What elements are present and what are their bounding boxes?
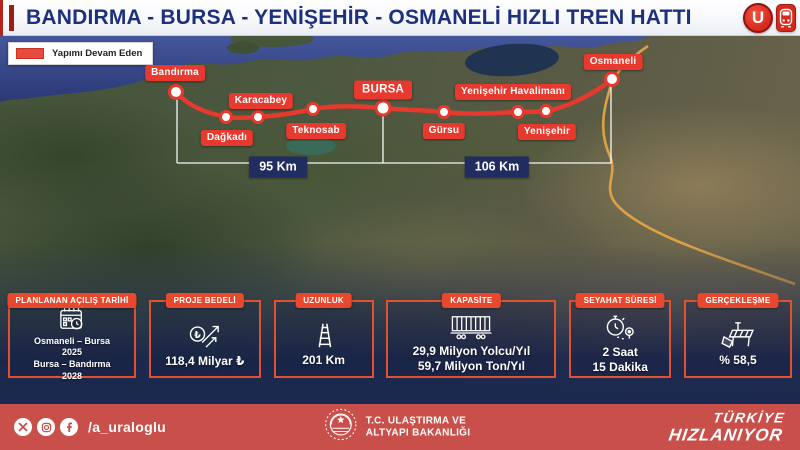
station-label-dagkadi: Dağkadı xyxy=(200,130,254,146)
card-title-badge: PLANLANAN AÇILIŞ TARİHİ xyxy=(7,293,137,308)
station-label-yenisehir-havalimani: Yenişehir Havalimanı xyxy=(454,84,572,100)
ministry-name: T.C. ULAŞTIRMA VE ALTYAPI BAKANLIĞI xyxy=(365,415,471,438)
train-badge-icon xyxy=(776,4,796,32)
card-title-badge: KAPASİTE xyxy=(442,293,501,308)
legend-label: Yapımı Devam Eden xyxy=(52,48,143,59)
card-title-badge: UZUNLUK xyxy=(295,293,352,308)
card-title-badge: GERÇEKLEŞME xyxy=(697,293,779,308)
card-project-cost: PROJE BEDELİ ₺ 118,4 Milyar ₺ xyxy=(148,293,261,378)
red-accent-bar xyxy=(9,5,14,31)
card-title-badge: SEYAHAT SÜRESİ xyxy=(575,293,665,308)
footer-bar: /a_uraloglu T.C. ULAŞTIRMA VE ALTYAPI BA… xyxy=(0,404,800,450)
minister-u-logo: U xyxy=(743,3,773,33)
station-label-karacabey: Karacabey xyxy=(228,93,294,109)
money-growth-icon: ₺ xyxy=(187,320,223,350)
info-cards-row: PLANLANAN AÇILIŞ TARİHİ Osmaneli – Bursa… xyxy=(7,293,792,381)
card-value: 29,9 Milyon Yolcu/Yıl 59,7 Milyon Ton/Yı… xyxy=(412,344,531,373)
card-value: 201 Km xyxy=(302,352,345,367)
card-value: Osmaneli – Bursa 2025 Bursa – Bandırma 2… xyxy=(33,335,111,381)
calendar-clock-icon xyxy=(56,306,88,332)
card-opening-date: PLANLANAN AÇILIŞ TARİHİ Osmaneli – Bursa… xyxy=(7,293,137,381)
station-label-osmaneli: Osmaneli xyxy=(583,54,643,70)
station-label-teknosab: Teknosab xyxy=(286,123,346,139)
card-completion: GERÇEKLEŞME % 58,5 xyxy=(683,293,792,378)
page-title: BANDIRMA - BURSA - YENİŞEHİR - OSMANELİ … xyxy=(26,5,692,29)
header-bar: BANDIRMA - BURSA - YENİŞEHİR - OSMANELİ … xyxy=(0,0,800,36)
card-value: 2 Saat 15 Dakika xyxy=(592,345,648,374)
card-value: % 58,5 xyxy=(719,352,757,367)
station-label-gursu: Gürsu xyxy=(422,123,466,139)
instagram-icon[interactable] xyxy=(37,418,55,436)
station-label-yenisehir: Yenişehir xyxy=(517,124,577,140)
card-capacity: KAPASİTE 29,9 Milyon Yolcu/Yıl 59,7 Mily… xyxy=(386,293,557,378)
stopwatch-pin-icon xyxy=(604,313,636,341)
logo-group: U xyxy=(743,3,796,33)
distance-badge-106: 106 Km xyxy=(464,156,530,178)
station-label-bursa: BURSA xyxy=(354,80,412,100)
ministry-emblem-icon xyxy=(324,408,358,447)
legend-red-swatch xyxy=(16,48,44,59)
card-length: UZUNLUK 201 Km xyxy=(273,293,374,378)
station-label-bandirma: Bandırma xyxy=(145,65,205,81)
freight-wagon-icon xyxy=(449,314,493,340)
social-links: /a_uraloglu xyxy=(14,418,166,436)
construction-icon xyxy=(719,321,757,349)
campaign-slogan: TÜRKİYE HIZLANIYOR xyxy=(667,409,787,445)
social-handle[interactable]: /a_uraloglu xyxy=(88,419,166,435)
distance-badge-95: 95 Km xyxy=(249,156,307,178)
satellite-map: Yapımı Devam Eden Bandırma Karacabey Dağ… xyxy=(0,36,800,404)
facebook-icon[interactable] xyxy=(60,418,78,436)
card-title-badge: PROJE BEDELİ xyxy=(165,293,244,308)
railway-track-icon xyxy=(307,321,341,349)
legend-box: Yapımı Devam Eden xyxy=(8,42,154,65)
x-twitter-icon[interactable] xyxy=(14,418,32,436)
ministry-logo-group: T.C. ULAŞTIRMA VE ALTYAPI BAKANLIĞI xyxy=(324,408,471,447)
svg-text:₺: ₺ xyxy=(194,329,201,339)
card-travel-time: SEYAHAT SÜRESİ 2 Saat 15 Dakika xyxy=(569,293,672,378)
card-value: 118,4 Milyar ₺ xyxy=(165,353,245,368)
